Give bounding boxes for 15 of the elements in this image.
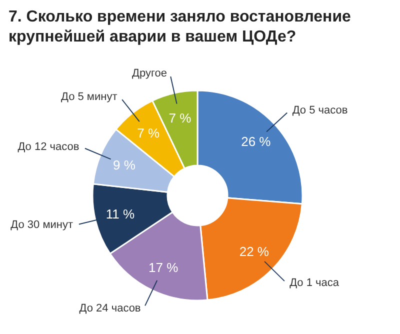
slice-label: До 24 часов [79, 302, 141, 314]
data-label: 11 % [106, 206, 136, 222]
chart-title: 7. Сколько времени заняло востановление крупнейшей аварии в вашем ЦОДе? [8, 8, 352, 46]
slice-label: До 5 часов [292, 104, 348, 117]
data-label: 22 % [239, 244, 270, 259]
data-label: 26 % [241, 134, 272, 150]
slice-label: До 30 минут [10, 218, 74, 231]
data-label: 17 % [148, 260, 179, 275]
data-label: 9 % [112, 157, 136, 172]
slice-label: До 5 минут [60, 91, 118, 104]
slice-label: До 1 часа [290, 277, 340, 290]
data-label: 7 % [137, 126, 160, 141]
slice-label: До 12 часов [18, 141, 80, 154]
slice-label: Другое [132, 68, 167, 80]
data-label: 7 % [168, 110, 192, 126]
